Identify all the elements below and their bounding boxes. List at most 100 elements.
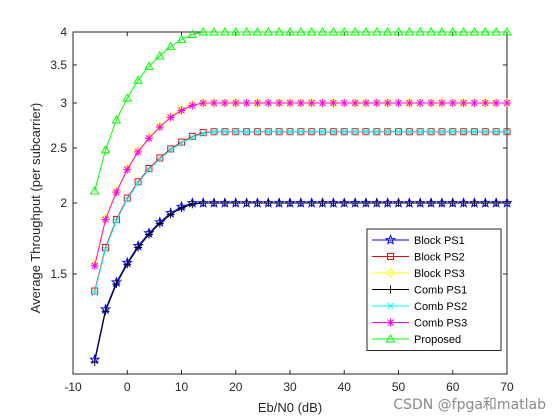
data-point	[220, 199, 229, 207]
data-point	[242, 199, 251, 207]
data-point	[187, 29, 198, 38]
data-point	[134, 178, 142, 186]
data-point	[144, 134, 153, 143]
data-point	[112, 216, 120, 224]
data-point	[275, 98, 284, 107]
data-point	[199, 199, 208, 207]
data-point	[330, 128, 337, 136]
data-point	[176, 34, 187, 44]
data-point	[415, 26, 426, 36]
data-point	[198, 26, 209, 36]
data-point	[295, 26, 306, 36]
data-point	[448, 98, 457, 107]
legend-marker	[386, 318, 395, 327]
y-tick-label: 3	[60, 96, 67, 110]
data-point	[210, 98, 219, 107]
data-point	[113, 217, 120, 225]
data-point	[199, 98, 208, 107]
data-point	[437, 26, 447, 36]
data-point	[361, 26, 371, 36]
data-point	[210, 128, 218, 136]
data-point	[503, 128, 511, 136]
data-point	[134, 147, 143, 156]
data-point	[317, 26, 328, 36]
legend-entry: Comb PS2	[372, 301, 467, 313]
data-point	[177, 106, 186, 115]
data-point	[319, 128, 326, 136]
y-axis-label: Average Throughput (per subcarrier)	[28, 103, 43, 314]
data-point	[340, 199, 349, 207]
legend-label: Block PS2	[414, 252, 465, 264]
data-point	[144, 61, 154, 70]
legend-marker	[385, 333, 396, 343]
legend-label: Comb PS2	[414, 301, 467, 313]
data-point	[156, 154, 164, 162]
data-point	[231, 199, 240, 207]
data-point	[448, 199, 457, 207]
data-point	[133, 75, 143, 84]
data-point	[91, 287, 99, 295]
data-point	[90, 357, 99, 366]
data-point	[503, 98, 511, 107]
data-point	[459, 98, 468, 107]
data-point	[165, 41, 176, 51]
data-point	[275, 199, 284, 207]
data-point	[221, 128, 229, 136]
data-point	[307, 98, 316, 107]
data-point	[471, 128, 478, 136]
data-point	[155, 219, 164, 228]
data-point	[286, 98, 294, 107]
data-point	[460, 128, 467, 136]
data-point	[100, 144, 111, 154]
data-point	[155, 123, 164, 132]
x-axis-label: Eb/N0 (dB)	[258, 400, 322, 415]
data-point	[480, 26, 491, 36]
x-tick-label: 0	[124, 380, 131, 394]
data-point	[297, 128, 305, 136]
data-point	[230, 26, 241, 36]
legend-marker	[387, 302, 394, 310]
data-point	[416, 128, 424, 136]
data-point	[188, 200, 197, 209]
data-point	[383, 98, 392, 107]
data-point	[427, 128, 435, 136]
y-tick-label: 4	[60, 25, 67, 39]
data-point	[469, 26, 480, 36]
y-tick-label: 3.5	[50, 58, 67, 72]
data-point	[491, 26, 502, 36]
data-point	[156, 155, 164, 163]
data-point	[188, 133, 196, 141]
data-point	[394, 98, 403, 107]
series-proposed	[89, 26, 512, 195]
data-point	[199, 130, 207, 137]
data-point	[437, 199, 446, 207]
legend-label: Block PS1	[414, 235, 465, 247]
legend-marker	[387, 253, 394, 260]
data-point	[481, 98, 490, 107]
data-point	[89, 185, 100, 195]
data-point	[188, 101, 197, 110]
data-point	[112, 280, 121, 289]
data-point	[318, 98, 327, 107]
data-point	[382, 26, 393, 36]
data-point	[123, 165, 132, 174]
data-point	[178, 139, 185, 147]
data-point	[177, 203, 186, 212]
data-point	[220, 98, 229, 107]
data-point	[427, 199, 436, 207]
data-point	[361, 98, 370, 107]
data-point	[296, 98, 305, 107]
data-point	[458, 26, 469, 36]
data-point	[427, 98, 436, 107]
data-point	[373, 128, 381, 136]
data-point	[351, 128, 359, 136]
data-point	[329, 199, 338, 207]
data-point	[459, 199, 468, 207]
data-point	[492, 199, 501, 207]
data-point	[243, 128, 250, 136]
data-point	[306, 26, 317, 36]
legend-entry: Block PS1	[372, 234, 465, 247]
data-point	[405, 98, 414, 107]
data-point	[167, 146, 175, 154]
